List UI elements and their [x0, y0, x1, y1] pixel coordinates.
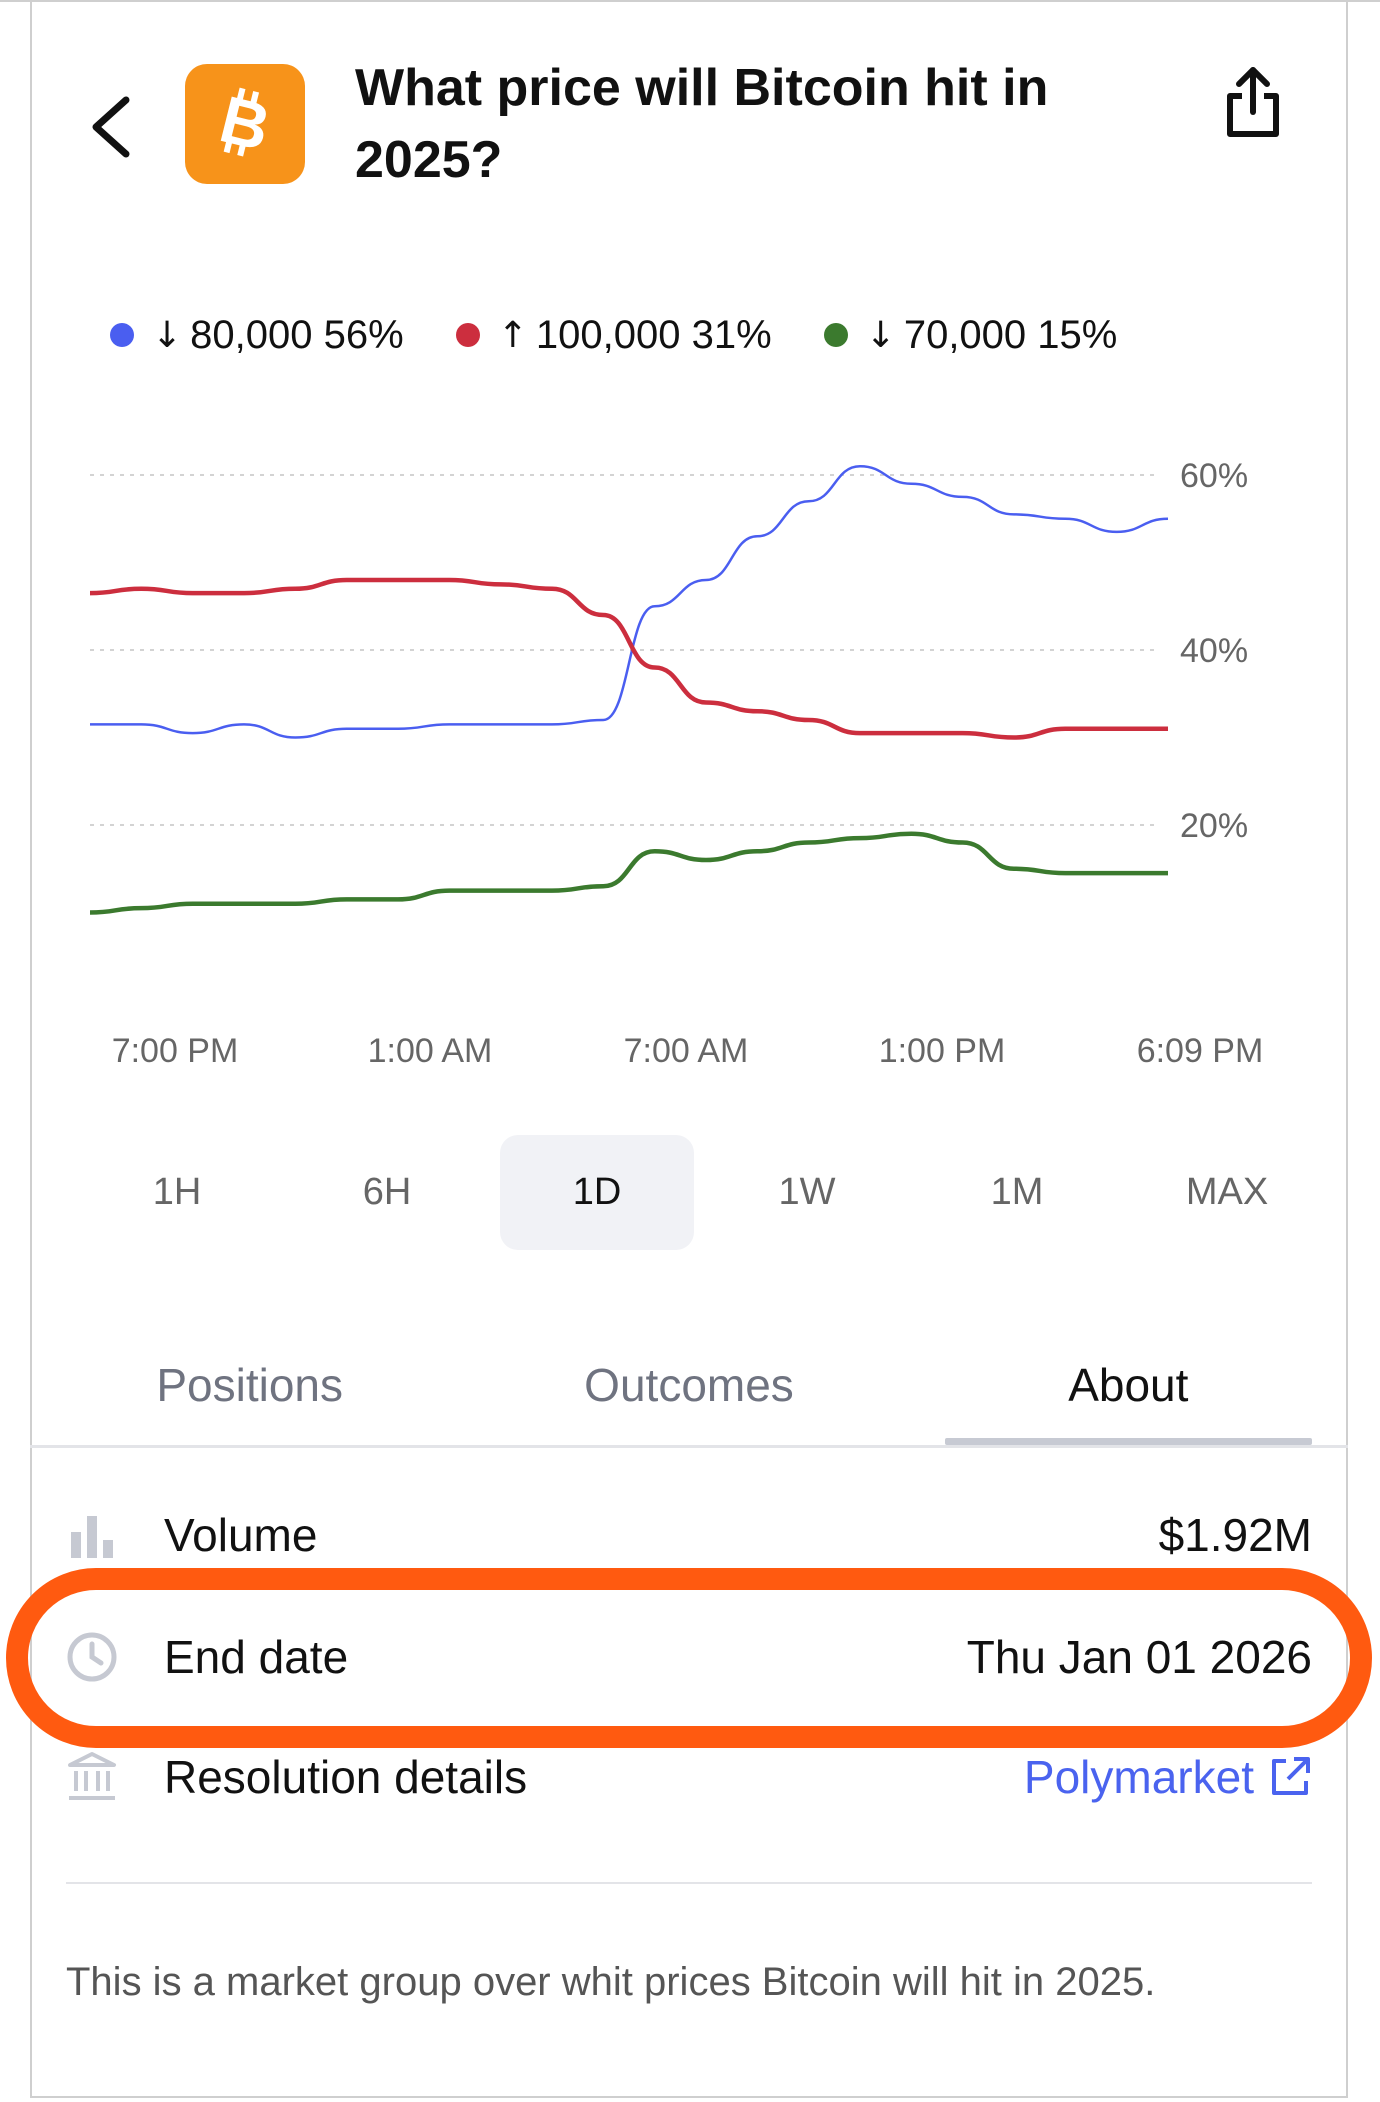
bitcoin-icon: B [213, 84, 277, 164]
resolution-label: Resolution details [164, 1751, 528, 1803]
x-tick-label: 7:00 PM [112, 1032, 239, 1070]
legend-dot [110, 323, 134, 347]
legend-label: 70,000 [903, 312, 1027, 357]
polymarket-link[interactable]: Polymarket [1024, 1750, 1312, 1804]
volume-row: Volume $1.92M [66, 1490, 1312, 1580]
series-line-80000 [89, 465, 1169, 739]
svg-text:B: B [213, 84, 277, 164]
volume-label: Volume [164, 1509, 318, 1561]
arrow-up-icon: ↑ [497, 314, 528, 356]
tab-outcomes[interactable]: Outcomes [584, 1359, 794, 1411]
legend-dot [455, 323, 480, 347]
range-max[interactable]: MAX [1185, 1171, 1269, 1213]
end-date-highlight [6, 1568, 1372, 1748]
arrow-down-icon: ↓ [865, 314, 896, 356]
legend-item: ↓ 70,000 15% [823, 312, 1118, 358]
y-tick-label: 40% [1180, 632, 1248, 670]
page-title: What price will Bitcoin hit in 2025? [355, 59, 1049, 189]
share-icon [1227, 67, 1279, 137]
range-1d[interactable]: 1D [500, 1135, 694, 1250]
card-frame [30, 0, 1348, 2098]
market-description: This is a market group over whit prices … [66, 1960, 1156, 2004]
time-range-selector: 1H 6H 1D 1W 1M MAX [72, 1135, 1332, 1250]
legend-label: 100,000 [535, 312, 681, 357]
legend-label: 80,000 [190, 312, 313, 357]
legend-item: ↓ 80,000 56% [110, 313, 404, 358]
legend-item: ↑ 100,000 31% [455, 312, 772, 358]
end-date-label: End date [164, 1631, 349, 1683]
range-6h[interactable]: 6H [362, 1171, 412, 1213]
series-line-70000 [89, 831, 1168, 915]
chevron-left-icon [92, 96, 130, 158]
resolution-row: Resolution details Polymarket [66, 1732, 1312, 1822]
range-1m[interactable]: 1M [990, 1171, 1044, 1213]
volume-value: $1.92M [1158, 1509, 1312, 1561]
external-link-icon [1272, 1757, 1310, 1795]
probability-chart[interactable]: 60% 40% 20% 7:00 PM 1:00 AM 7:00 AM 1:00 PM 6:… [0, 420, 1380, 1070]
end-date-value: Thu Jan 01 2026 [966, 1631, 1312, 1683]
bitcoin-logo: B [185, 64, 305, 184]
tab-positions[interactable]: Positions [156, 1359, 343, 1411]
legend-percent: 56% [323, 312, 404, 357]
x-tick-label: 1:00 AM [368, 1032, 493, 1070]
share-button[interactable] [1220, 64, 1286, 142]
polymarket-link-text: Polymarket [1023, 1751, 1254, 1803]
x-tick-label: 1:00 PM [879, 1032, 1006, 1070]
legend-percent: 31% [691, 312, 772, 357]
legend-percent: 15% [1037, 312, 1118, 357]
y-tick-label: 60% [1180, 457, 1248, 495]
tab-about[interactable]: About [909, 1325, 1348, 1445]
x-tick-label: 6:09 PM [1137, 1032, 1264, 1070]
range-1h[interactable]: 1H [152, 1171, 202, 1213]
legend-dot [823, 323, 848, 347]
bar-chart-icon [66, 1509, 118, 1561]
series-line-100000 [89, 577, 1168, 740]
bank-icon [66, 1751, 118, 1803]
y-tick-label: 20% [1180, 807, 1248, 845]
tab-bar: Positions Outcomes About [30, 1325, 1348, 1445]
x-tick-label: 7:00 AM [624, 1032, 749, 1070]
arrow-down-icon: ↓ [152, 314, 183, 356]
chart-legend: ↓ 80,000 56% ↑ 100,000 31% ↓ 70,000 15% [110, 300, 1169, 370]
top-border [0, 0, 1380, 2]
range-1w[interactable]: 1W [778, 1171, 836, 1213]
section-divider [66, 1882, 1312, 1884]
back-button[interactable] [88, 92, 136, 162]
tab-divider [30, 1445, 1348, 1448]
